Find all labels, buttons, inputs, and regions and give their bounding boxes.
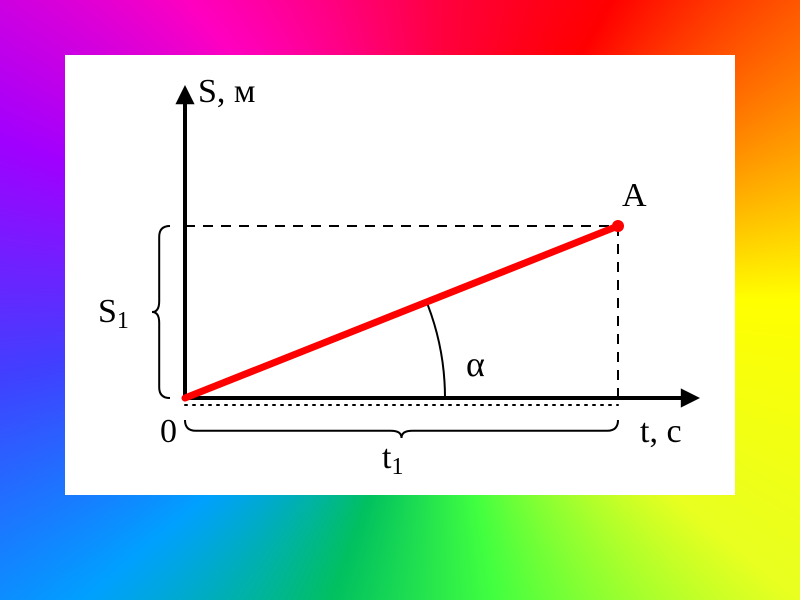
alpha-label: α <box>466 344 485 384</box>
rainbow-background: S, м t, с 0 Aα S1 t1 <box>0 0 800 600</box>
chart-panel: S, м t, с 0 Aα S1 t1 <box>65 55 735 495</box>
y-axis-label: S, м <box>198 73 255 110</box>
physics-graph: S, м t, с 0 Aα S1 t1 <box>65 55 735 495</box>
s1-brace <box>152 226 170 398</box>
point-a-label: A <box>622 177 647 214</box>
point-A-dot <box>612 220 624 232</box>
y-axis-arrow <box>175 85 194 104</box>
alpha-arc <box>428 305 445 398</box>
x-axis-arrow <box>681 388 700 407</box>
s1-label: S1 <box>98 293 129 334</box>
t1-label: t1 <box>382 439 403 480</box>
origin-label: 0 <box>160 413 177 450</box>
t1-brace <box>185 420 618 438</box>
graph-line <box>185 226 618 398</box>
x-axis-label: t, с <box>640 413 682 450</box>
